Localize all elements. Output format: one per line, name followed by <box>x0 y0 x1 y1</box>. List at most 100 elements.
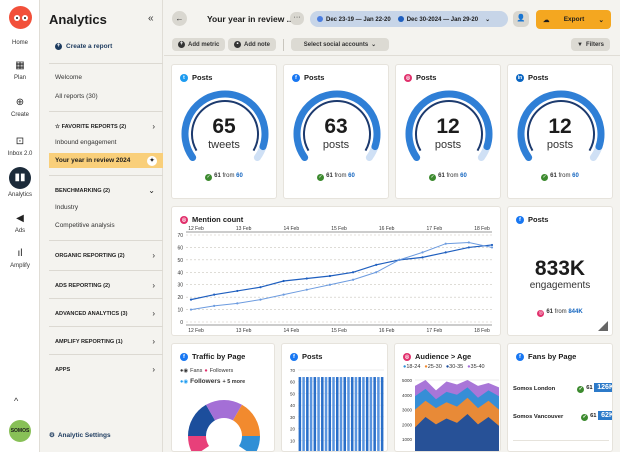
rail-amplify[interactable]: ıl Amplify <box>0 248 40 269</box>
competitive-analysis-link[interactable]: Competitive analysis <box>55 222 115 229</box>
star-icon: ☆ <box>55 123 62 130</box>
industry-link[interactable]: Industry <box>55 204 79 211</box>
rail-inbox-label: Inbox 2.0 <box>7 151 33 157</box>
chevron-up-icon[interactable]: ^ <box>14 396 19 406</box>
ads-reporting-section[interactable]: ADS REPORTING (2) › <box>55 281 155 290</box>
audience-age-card: ◎ Audience > Age ●18-24 ●25-30 ●30-35 ●35… <box>394 343 501 452</box>
gear-icon: ⚙ <box>49 432 55 439</box>
chevron-down-icon: ⌄ <box>371 42 377 48</box>
selected-report-label: Your year in review 2024 <box>55 157 131 164</box>
gauge-unit: posts <box>322 139 350 151</box>
x-tick-label-top: 14 Feb <box>284 226 300 232</box>
gauge-unit: tweets <box>208 139 240 151</box>
comparison: ✓ 61 from 60 <box>508 173 612 181</box>
rail-plan-label: Plan <box>13 75 26 81</box>
x-tick-label-bottom: 15 Feb <box>331 328 347 334</box>
user-share-icon[interactable]: 👤 <box>513 11 529 27</box>
gauge-inner-ring <box>527 100 595 152</box>
x-tick-label-top: 16 Feb <box>379 226 395 232</box>
rail-plan[interactable]: ▦ Plan <box>0 60 40 81</box>
social-accounts-select[interactable]: Select social accounts ⌄ <box>291 38 389 51</box>
legend-more: + 5 more <box>222 378 246 385</box>
bar <box>306 377 309 451</box>
series-point <box>259 298 262 301</box>
advanced-analytics-section[interactable]: ADVANCED ANALYTICS (3) › <box>55 309 155 318</box>
traffic-donut-chart <box>187 399 261 451</box>
y-tick-label: 5000 <box>402 378 413 383</box>
avatar[interactable]: SOMOS <box>9 420 31 442</box>
report-title[interactable]: Your year in review .. <box>207 14 292 24</box>
traffic-by-page-card: f Traffic by Page ●◉ Fans ● Followers ●◉ Foll… <box>171 343 275 452</box>
twitter-icon: t <box>180 73 188 82</box>
series-point <box>444 242 447 245</box>
chevron-right-icon: › <box>152 365 155 374</box>
resize-handle-icon[interactable] <box>598 321 608 331</box>
pin-icon[interactable]: ✦ <box>147 155 157 166</box>
series-point <box>375 271 378 274</box>
comparison: ✓ 61 from 60 <box>284 173 388 181</box>
legend-twitter-icon: ●◉ <box>180 378 189 385</box>
engagements-unit: engagements <box>529 280 591 291</box>
export-button[interactable]: ☁ Export ⌄ <box>536 10 611 29</box>
plus-icon: + <box>55 43 62 50</box>
legend-item: ●35-40 <box>467 364 485 370</box>
gauge-inner-ring <box>191 100 259 152</box>
bar <box>313 377 317 451</box>
inbound-engagement-link[interactable]: Inbound engagement <box>55 139 117 146</box>
favorite-reports-section[interactable]: ☆ FAVORITE REPORTS (2) › <box>55 122 155 131</box>
fans-page-name: Somos Vancouver <box>513 413 564 420</box>
add-metric-label: Add metric <box>188 41 220 48</box>
comparison-word: from <box>446 173 459 179</box>
y-tick-label: 2000 <box>402 422 413 427</box>
y-tick-label: 0 <box>292 450 295 452</box>
chevron-down-icon: ⌄ <box>598 16 604 24</box>
divider <box>49 111 163 112</box>
series-line <box>190 244 493 301</box>
y-tick-label: 1000 <box>402 437 413 442</box>
legend-item: ●25-30 <box>424 364 442 370</box>
y-tick-label: 0 <box>180 320 183 326</box>
gauge-value: 63 <box>324 115 348 138</box>
bar <box>369 377 373 451</box>
add-note-button[interactable]: ▪ Add note <box>228 38 276 51</box>
bar <box>328 377 332 451</box>
filters-button[interactable]: ▼ Filters <box>571 38 610 51</box>
rail-ads[interactable]: ◀ Ads <box>0 213 40 234</box>
amplify-reporting-section[interactable]: AMPLIFY REPORTING (1) › <box>55 337 155 346</box>
profile-icon: ◎ <box>537 310 545 317</box>
amplify-label: AMPLIFY REPORTING (1) <box>55 338 123 345</box>
note-icon: ▪ <box>234 41 241 48</box>
organic-reporting-section[interactable]: ORGANIC REPORTING (2) › <box>55 251 155 260</box>
audience-area-chart: 1000 2000 3000 4000 5000 <box>402 378 499 451</box>
welcome-link[interactable]: Welcome <box>55 74 82 81</box>
legend-fans-icon: ●◉ <box>180 368 189 374</box>
divider <box>49 354 163 355</box>
benchmarking-section[interactable]: BENCHMARKING (2) ⌄ <box>55 186 155 195</box>
rail-inbox[interactable]: ⊡ Inbox 2.0 <box>0 136 40 157</box>
series-line <box>190 241 493 311</box>
more-options-icon[interactable]: ··· <box>290 12 304 25</box>
top-bar: ← Your year in review .. ··· Dec 23-19 —… <box>164 0 620 36</box>
date-range-selector[interactable]: Dec 23-19 — Jan 22-20 Dec 30-2024 — Jan … <box>310 11 508 27</box>
selected-report-item[interactable]: Your year in review 2024 ✦ <box>49 153 163 168</box>
all-reports-link[interactable]: All reports (30) <box>55 93 98 100</box>
date-range-1: Dec 23-19 — Jan 22-20 <box>317 15 391 23</box>
rail-create[interactable]: ⊕ Create <box>0 97 40 118</box>
create-report-button[interactable]: + Create a report <box>55 43 112 50</box>
collapse-icon[interactable]: « <box>148 13 154 24</box>
owl-logo-icon[interactable] <box>9 6 32 29</box>
analytic-settings-link[interactable]: ⚙ Analytic Settings <box>49 431 111 440</box>
series-point <box>236 289 239 293</box>
donut-slice <box>187 436 209 451</box>
x-tick-label-bottom: 17 Feb <box>427 328 443 334</box>
rail-analytics[interactable]: ▮▮ Analytics <box>0 167 40 198</box>
rail-home[interactable]: Home <box>0 40 40 46</box>
apps-section[interactable]: APPS › <box>55 365 155 374</box>
back-arrow-icon[interactable]: ← <box>172 11 187 26</box>
series-point <box>490 246 494 249</box>
gauge-value: 12 <box>548 115 572 138</box>
add-metric-button[interactable]: + Add metric <box>172 38 226 51</box>
divider <box>49 175 163 176</box>
fans-row: Somos Vancouver ✓ 61 62K <box>513 411 612 421</box>
analytics-panel: Analytics « + Create a report Welcome All… <box>41 0 163 452</box>
